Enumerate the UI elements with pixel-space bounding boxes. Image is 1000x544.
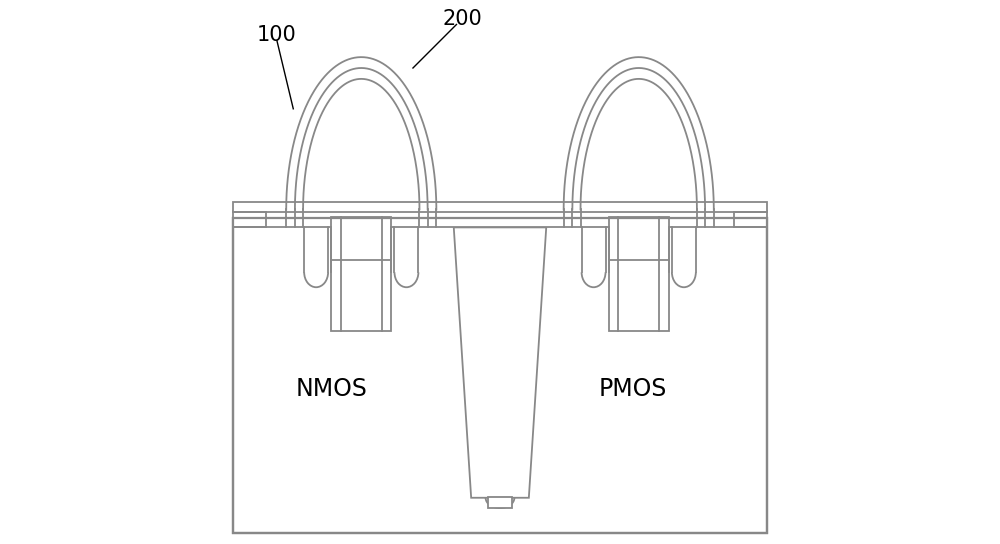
- Text: 100: 100: [256, 26, 296, 45]
- Bar: [233, 218, 767, 227]
- Bar: [488, 497, 512, 508]
- Bar: [233, 218, 767, 533]
- Bar: [233, 211, 767, 218]
- Text: 200: 200: [443, 9, 483, 29]
- Bar: [233, 202, 767, 212]
- PathPatch shape: [454, 227, 546, 498]
- Text: NMOS: NMOS: [295, 377, 367, 401]
- Bar: [233, 218, 767, 533]
- Bar: [331, 217, 391, 331]
- Bar: [609, 217, 669, 331]
- Text: PMOS: PMOS: [599, 377, 667, 401]
